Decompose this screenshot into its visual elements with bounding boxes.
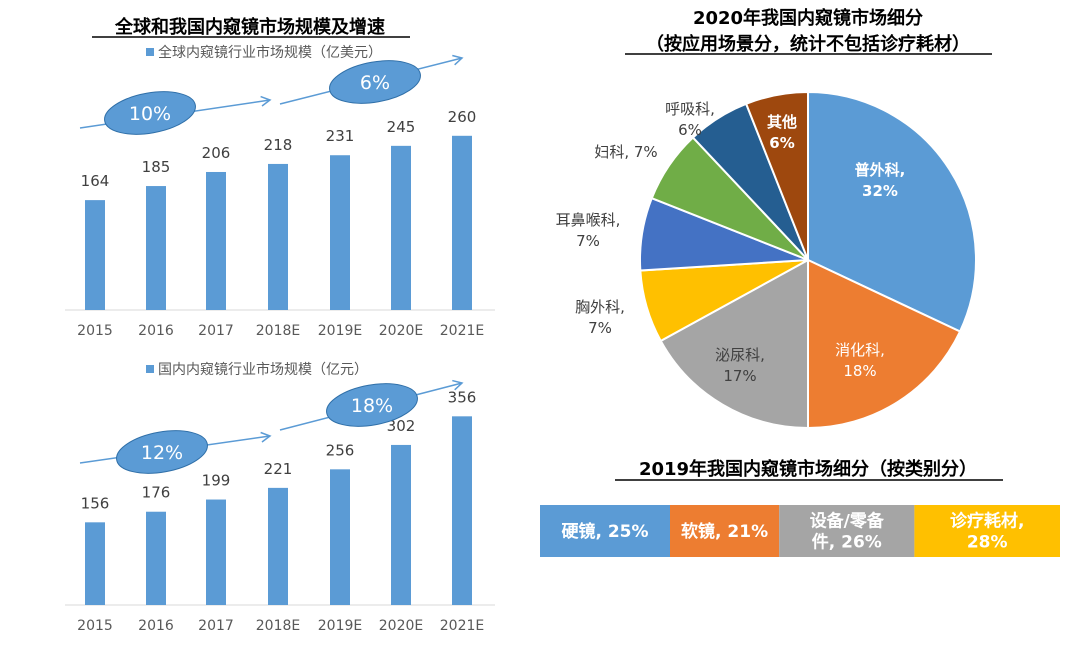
stacked-label-设备/零备件: 设备/零备 — [810, 511, 885, 532]
stacked-segment-软镜 — [670, 505, 780, 557]
pie-label-泌尿科: 泌尿科, — [715, 346, 765, 364]
pie-title-line2: （按应用场景分，统计不包括诊疗耗材） — [646, 33, 970, 55]
chart2-value-label: 199 — [202, 472, 231, 490]
chart1-title: 全球和我国内窥镜市场规模及增速 — [114, 16, 385, 38]
pie-label-消化科: 18% — [843, 362, 876, 380]
chart2-value-label: 302 — [387, 417, 416, 435]
chart1-tick-label: 2020E — [379, 323, 423, 339]
chart2-tick-label: 2018E — [256, 618, 300, 634]
chart1-tick-label: 2015 — [77, 323, 113, 339]
pie-slice-消化科 — [807, 258, 962, 430]
growth-rate-label: 10% — [129, 103, 171, 125]
chart1-tick-label: 2016 — [138, 323, 174, 339]
chart2-legend: 国内内窥镜行业市场规模（亿元） — [158, 361, 368, 378]
pie-label-普外科: 32% — [862, 182, 898, 200]
pie-slice-泌尿科 — [659, 258, 809, 430]
chart2-tick-label: 2019E — [318, 618, 362, 634]
growth-rate-label: 18% — [351, 395, 393, 417]
chart1-legend: 全球内窥镜行业市场规模（亿美元） — [158, 44, 382, 61]
chart1-tick-label: 2017 — [198, 323, 234, 339]
chart2-value-label: 221 — [264, 460, 293, 478]
pie-label-呼吸科: 呼吸科, — [665, 100, 715, 118]
chart2-bar-2018E — [268, 487, 288, 605]
pie-slice-普外科 — [807, 90, 977, 333]
stacked-segment-设备/零备件 — [779, 505, 915, 557]
chart1-value-label: 164 — [81, 172, 110, 190]
chart1-value-label: 206 — [202, 144, 231, 162]
chart2-value-label: 156 — [81, 494, 110, 512]
pie-label-其他: 6% — [769, 134, 794, 152]
pie-label-消化科: 消化科, — [835, 341, 885, 359]
stacked-segment-硬镜 — [540, 505, 670, 557]
growth-rate-label: 6% — [360, 72, 390, 94]
chart1-value-label: 260 — [448, 108, 477, 126]
stacked-label-诊疗耗材: 诊疗耗材, — [950, 511, 1024, 532]
stacked-label-硬镜: 硬镜, 25% — [561, 521, 648, 542]
arrow-head-icon — [260, 95, 272, 107]
chart1-value-label: 231 — [326, 127, 355, 145]
chart2-legend-swatch — [146, 365, 154, 373]
arrow-head-icon — [452, 54, 464, 66]
chart1-bar-2021E — [452, 135, 472, 310]
chart2-tick-label: 2020E — [379, 618, 423, 634]
stacked-segment-诊疗耗材 — [914, 505, 1060, 557]
chart2-bar-2017 — [206, 499, 226, 605]
chart2-bar-2016 — [146, 511, 166, 605]
arrow-head-icon — [260, 431, 272, 443]
chart1-legend-swatch — [146, 48, 154, 56]
chart1-value-label: 245 — [387, 118, 416, 136]
stacked-label-设备/零备件: 件, 26% — [812, 532, 882, 553]
chart1-bar-2016 — [146, 186, 166, 310]
pie-slice-其他 — [744, 90, 809, 261]
pie-label-胸外科: 胸外科, — [575, 298, 625, 316]
pie-label-耳鼻喉科: 7% — [576, 232, 600, 250]
chart1-tick-label: 2019E — [318, 323, 362, 339]
chart2-tick-label: 2021E — [440, 618, 484, 634]
chart1-value-label: 185 — [142, 158, 171, 176]
pie-title-line1: 2020年我国内窥镜市场细分 — [693, 7, 923, 29]
arrow-head-icon — [452, 379, 464, 391]
chart1-bar-2018E — [268, 163, 288, 310]
chart1-bar-2015 — [85, 200, 105, 310]
stacked-label-软镜: 软镜, 21% — [681, 521, 768, 542]
pie-label-耳鼻喉科: 耳鼻喉科, — [556, 211, 621, 229]
growth-ellipse — [104, 91, 196, 135]
chart1-tick-label: 2021E — [440, 323, 484, 339]
chart1-tick-label: 2018E — [256, 323, 300, 339]
pie-label-呼吸科: 6% — [678, 121, 702, 139]
chart2-value-label: 256 — [326, 441, 355, 459]
growth-ellipse — [116, 430, 208, 474]
chart1-bar-2017 — [206, 171, 226, 310]
chart1-bar-2020E — [391, 145, 411, 310]
chart1-bar-2019E — [330, 155, 350, 310]
growth-ellipse — [326, 383, 418, 427]
pie-label-妇科: 妇科, 7% — [594, 143, 657, 161]
chart2-bar-2021E — [452, 416, 472, 605]
chart2-value-label: 176 — [142, 484, 171, 502]
chart2-bar-2015 — [85, 522, 105, 605]
pie-label-泌尿科: 17% — [723, 367, 756, 385]
stacked-title: 2019年我国内窥镜市场细分（按类别分） — [639, 458, 977, 480]
pie-label-胸外科: 7% — [588, 319, 612, 337]
chart2-bar-2019E — [330, 469, 350, 605]
growth-ellipse — [329, 60, 421, 104]
chart2-tick-label: 2017 — [198, 618, 234, 634]
chart1-value-label: 218 — [264, 136, 293, 154]
growth-rate-label: 12% — [141, 442, 183, 464]
chart2-value-label: 356 — [448, 388, 477, 406]
stacked-label-诊疗耗材: 28% — [967, 533, 1008, 553]
chart2-tick-label: 2016 — [138, 618, 174, 634]
chart2-bar-2020E — [391, 444, 411, 605]
chart2-tick-label: 2015 — [77, 618, 113, 634]
pie-label-其他: 其他 — [767, 113, 797, 131]
pie-label-普外科: 普外科, — [855, 161, 906, 179]
